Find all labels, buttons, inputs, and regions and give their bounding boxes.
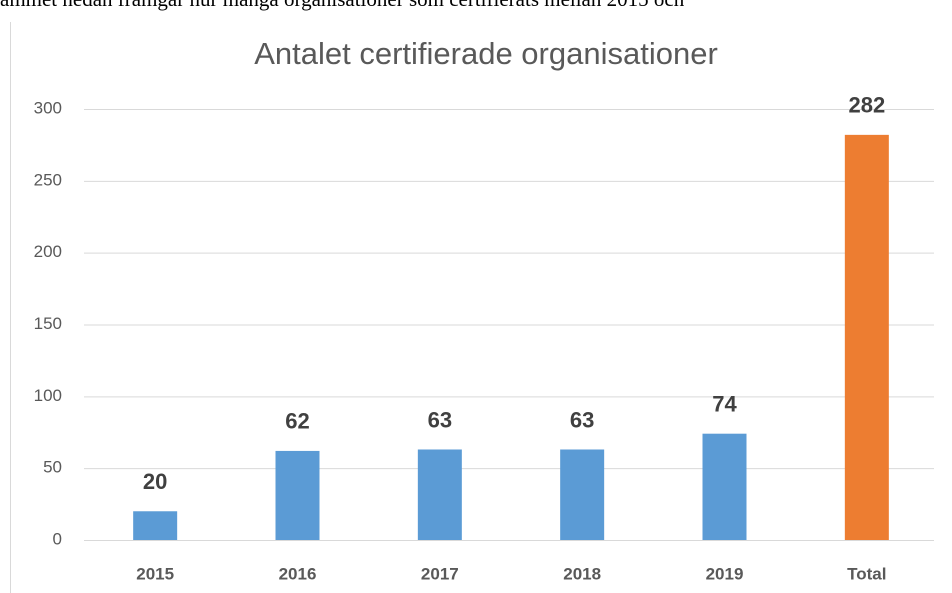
x-tick-label: Total — [847, 564, 886, 583]
y-tick-label: 100 — [34, 386, 62, 405]
x-tick-label: 2017 — [421, 564, 459, 583]
y-tick-label: 50 — [43, 458, 62, 477]
x-tick-label: 2016 — [279, 564, 317, 583]
data-label: 74 — [712, 391, 737, 416]
data-label: 282 — [848, 93, 885, 118]
bar — [133, 511, 178, 540]
chart-title: Antalet certifierade organisationer — [254, 36, 718, 71]
data-label: 20 — [143, 469, 167, 494]
y-tick-label: 250 — [34, 170, 62, 189]
bar — [275, 450, 320, 540]
bar — [844, 134, 889, 541]
x-tick-label: 2015 — [136, 564, 174, 583]
y-tick-label: 0 — [53, 529, 62, 548]
x-tick-label: 2019 — [706, 564, 744, 583]
x-tick-label: 2018 — [563, 564, 601, 583]
data-label: 63 — [570, 407, 594, 432]
y-tick-label: 300 — [34, 98, 62, 117]
caption: ammet nedan framgår hur många organisati… — [0, 0, 684, 12]
bar — [417, 449, 462, 540]
y-tick-label: 150 — [34, 314, 62, 333]
bar — [560, 449, 605, 540]
bar — [702, 433, 747, 540]
data-label: 62 — [285, 409, 309, 434]
data-label: 63 — [428, 407, 452, 432]
y-tick-label: 200 — [34, 242, 62, 261]
